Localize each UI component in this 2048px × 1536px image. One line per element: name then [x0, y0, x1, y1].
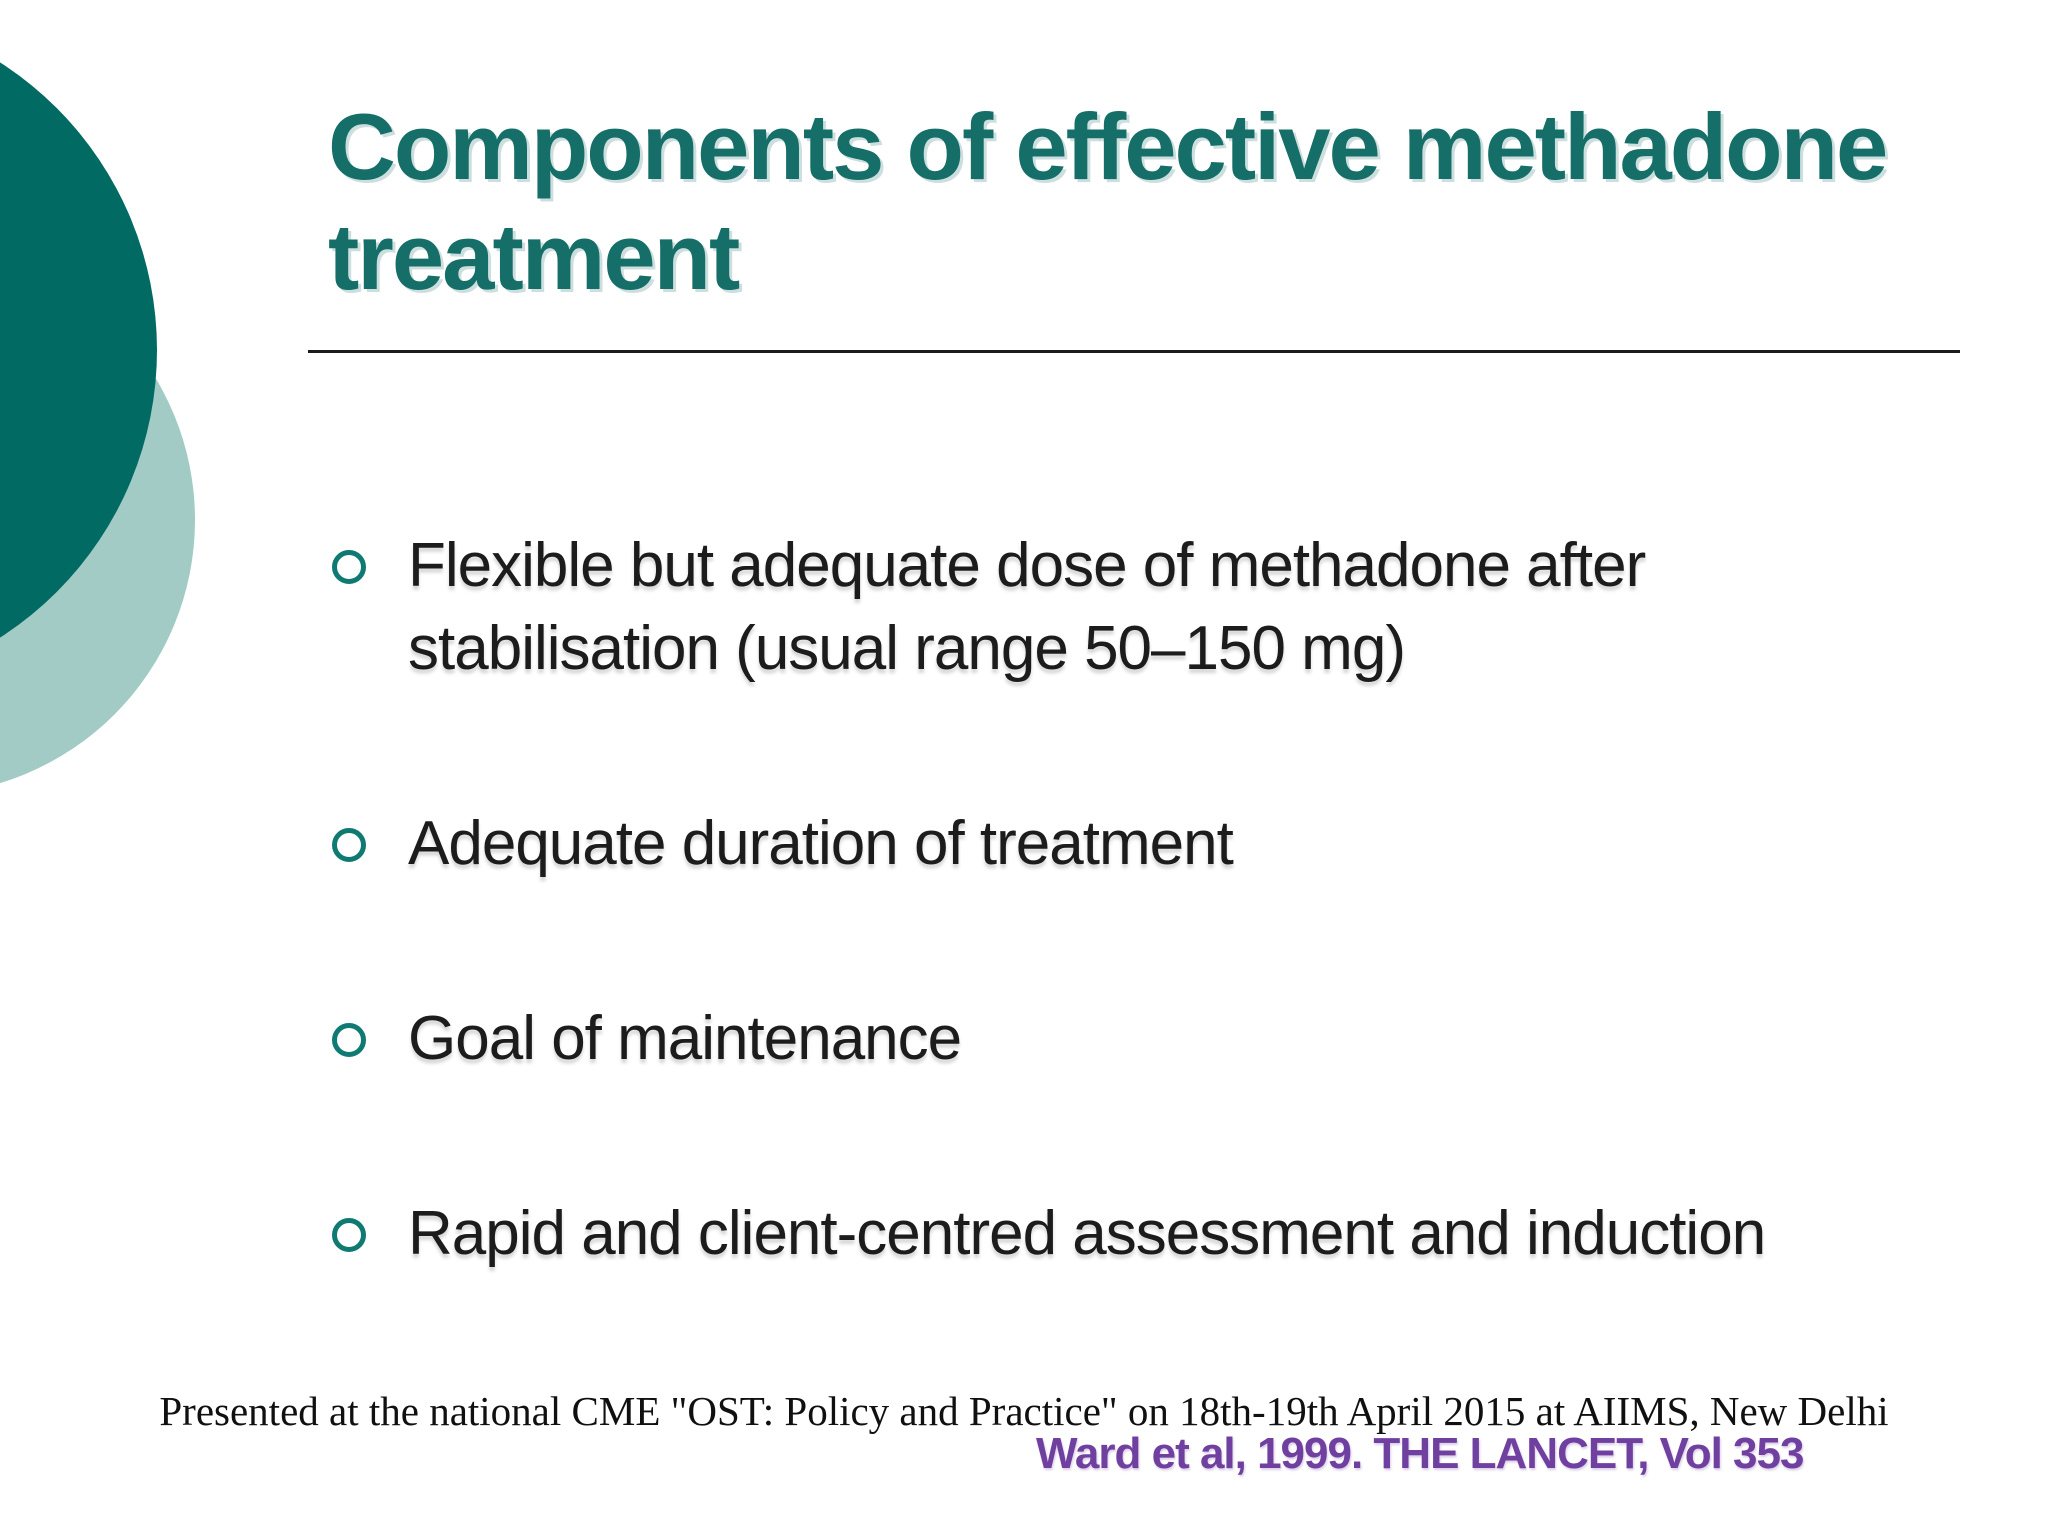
- bullet-text: Rapid and client-centred assessment and …: [408, 1199, 1766, 1268]
- list-item: Goal of maintenance: [332, 997, 1812, 1080]
- page-title: Components of effective methadone treatm…: [328, 92, 2008, 312]
- bullet-text: Flexible but adequate dose of methadone …: [408, 531, 1646, 683]
- bullet-text: Goal of maintenance: [408, 1004, 962, 1073]
- title-underline-rule: [308, 350, 1960, 353]
- circle-bullet-icon: [332, 1218, 366, 1252]
- page-title-line-1: Components of effective methadone: [328, 94, 1888, 199]
- list-item: Rapid and client-centred assessment and …: [332, 1192, 1812, 1275]
- footer-presented-text: Presented at the national CME "OST: Poli…: [159, 1388, 1889, 1434]
- bullet-text: Adequate duration of treatment: [408, 809, 1234, 878]
- circle-bullet-icon: [332, 1023, 366, 1057]
- list-item: Flexible but adequate dose of methadone …: [332, 524, 1812, 690]
- page-title-line-2: treatment: [328, 204, 740, 309]
- citation-text: Ward et al, 1999. THE LANCET, Vol 353: [1036, 1429, 1804, 1478]
- bullet-list: Flexible but adequate dose of methadone …: [332, 524, 1812, 1275]
- list-item: Adequate duration of treatment: [332, 802, 1812, 885]
- circle-bullet-icon: [332, 828, 366, 862]
- circle-bullet-icon: [332, 550, 366, 584]
